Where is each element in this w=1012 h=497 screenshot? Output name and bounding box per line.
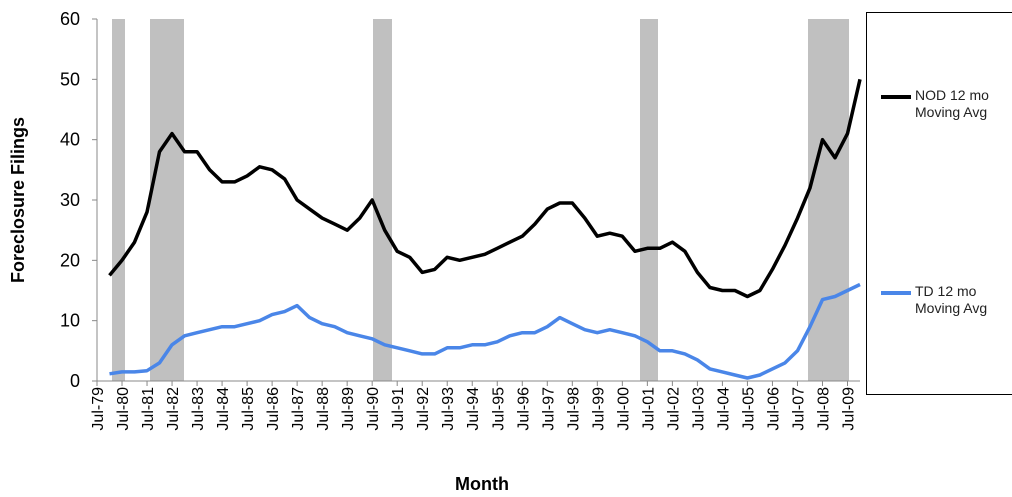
legend-label: NOD 12 mo Moving Avg — [915, 87, 989, 120]
shade — [808, 19, 849, 381]
y-tick-label: 20 — [60, 250, 80, 270]
series-line — [108, 78, 862, 299]
legend-label: TD 12 mo Moving Avg — [915, 283, 988, 316]
recession-shading — [112, 19, 849, 381]
x-tick-label: Jul-89 — [340, 387, 357, 431]
legend: NOD 12 mo Moving Avg TD 12 mo Moving Avg — [866, 12, 1012, 395]
x-tick-label: Jul-02 — [665, 387, 682, 431]
y-tick-label: 40 — [60, 130, 80, 150]
x-tick-label: Jul-95 — [490, 387, 507, 431]
x-axis-title: Month — [455, 474, 509, 494]
legend-item: NOD 12 mo Moving Avg — [881, 87, 1011, 121]
x-tick-label: Jul-01 — [640, 387, 657, 431]
x-tick-label: Jul-93 — [440, 387, 457, 431]
x-tick-label: Jul-00 — [615, 387, 632, 431]
shade — [150, 19, 184, 381]
x-tick-label: Jul-08 — [815, 387, 832, 431]
y-tick-label: 60 — [60, 9, 80, 29]
x-tick-label: Jul-99 — [590, 387, 607, 431]
shade — [640, 19, 658, 381]
legend-item: TD 12 mo Moving Avg — [881, 283, 1011, 317]
y-tick-label: 10 — [60, 311, 80, 331]
y-axis-title: Foreclosure Filings — [8, 117, 28, 283]
x-tick-label: Jul-84 — [215, 387, 232, 431]
x-tick-label: Jul-98 — [565, 387, 582, 431]
y-tick-label: 30 — [60, 190, 80, 210]
shade — [112, 19, 125, 381]
x-tick-label: Jul-03 — [690, 387, 707, 431]
x-tick-label: Jul-82 — [165, 387, 182, 431]
x-tick-label: Jul-86 — [265, 387, 282, 431]
x-tick-label: Jul-90 — [365, 387, 382, 431]
x-tick-label: Jul-83 — [190, 387, 207, 431]
x-tick-label: Jul-87 — [290, 387, 307, 431]
x-tick-label: Jul-85 — [240, 387, 257, 431]
x-tick-label: Jul-80 — [115, 387, 132, 431]
shade — [373, 19, 392, 381]
x-tick-label: Jul-92 — [415, 387, 432, 431]
x-tick-label: Jul-04 — [715, 387, 732, 431]
y-tick-label: 50 — [60, 69, 80, 89]
x-tick-label: Jul-94 — [465, 387, 482, 431]
x-tick-label: Jul-09 — [840, 387, 857, 431]
x-tick-label: Jul-05 — [740, 387, 757, 431]
legend-swatch — [881, 95, 911, 99]
x-tick-label: Jul-07 — [790, 387, 807, 431]
legend-swatch — [881, 291, 911, 295]
x-tick-label: Jul-81 — [140, 387, 157, 431]
series-line — [109, 282, 861, 380]
x-tick-label: Jul-06 — [765, 387, 782, 431]
y-tick-label: 0 — [70, 371, 80, 391]
chart: Foreclosure Filings Month 0 10 20 30 40 50 60 J… — [8, 9, 862, 494]
x-tick-label: Jul-97 — [540, 387, 557, 431]
x-tick-label: Jul-88 — [315, 387, 332, 431]
x-tick-label: Jul-91 — [390, 387, 407, 431]
x-tick-label: Jul-79 — [90, 387, 107, 431]
x-tick-label: Jul-96 — [515, 387, 532, 431]
